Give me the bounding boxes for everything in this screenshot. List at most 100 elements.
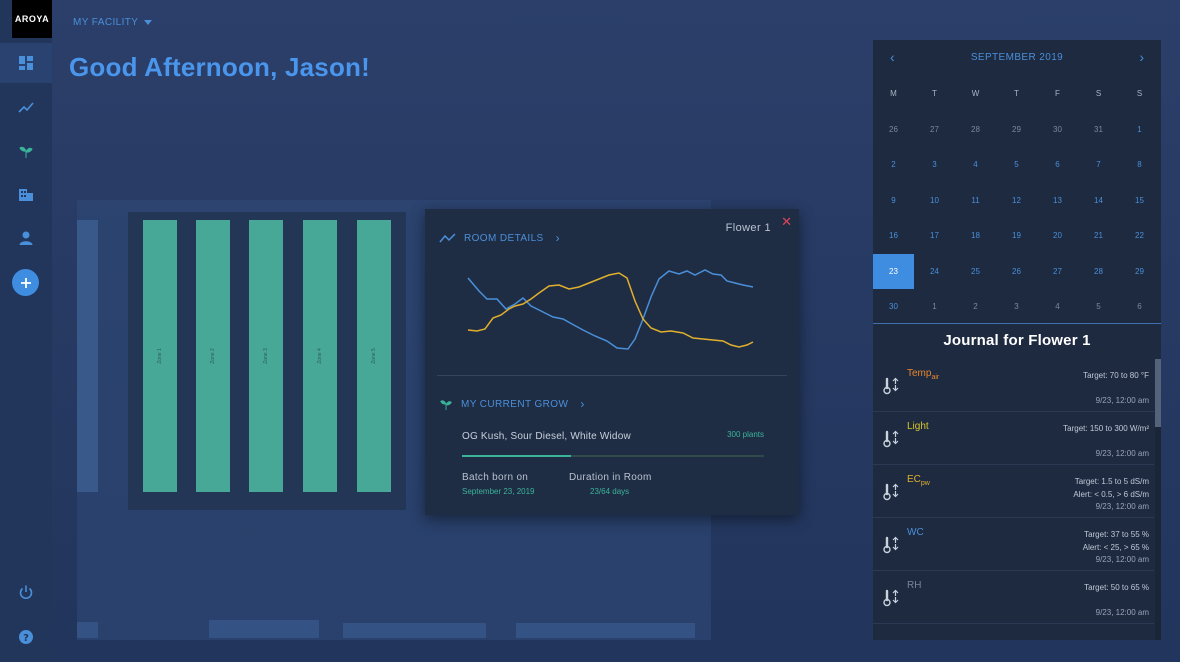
journal-metric-name: RH — [907, 580, 922, 591]
calendar-day[interactable]: 7 — [1096, 160, 1101, 169]
current-grow-link[interactable]: MY CURRENT GROW › — [439, 397, 585, 411]
journal-timestamp: 9/23, 12:00 am — [1095, 396, 1149, 405]
calendar-day[interactable]: 30 — [1053, 124, 1062, 134]
greeting: Good Afternoon, Jason! — [69, 52, 370, 82]
journal-entry[interactable]: ECpw Target: 1.5 to 5 dS/m Alert: < 0.5, >… — [873, 465, 1154, 518]
journal-metric-name: Tempair — [907, 368, 940, 381]
zone-2[interactable]: Zone 2 — [196, 220, 230, 492]
plus-icon — [20, 277, 31, 288]
duration-value: 23/64 days — [590, 487, 630, 496]
calendar-day[interactable]: 4 — [1055, 302, 1060, 311]
calendar-header: ‹ SEPTEMBER 2019 › — [873, 40, 1161, 74]
calendar-day[interactable]: 15 — [1135, 195, 1144, 205]
calendar-day[interactable]: 5 — [1096, 302, 1101, 311]
calendar-day[interactable]: 27 — [930, 124, 939, 134]
thermometer-icon — [883, 377, 899, 395]
trend-chart-icon — [439, 233, 456, 243]
room-name: Flower 1 — [725, 222, 771, 234]
zone-label: Zone 1 — [157, 348, 163, 364]
calendar-day[interactable]: 4 — [973, 160, 978, 169]
weekday-header: T — [932, 89, 937, 98]
journal-entry[interactable]: Tempair Target: 70 to 80 °F 9/23, 12:00 am — [873, 359, 1154, 412]
calendar-day[interactable]: 20 — [1053, 231, 1062, 240]
calendar-day[interactable]: 11 — [971, 195, 980, 205]
calendar-day[interactable]: 22 — [1135, 231, 1144, 240]
calendar-day[interactable]: 29 — [1135, 266, 1144, 276]
calendar-day[interactable]: 1 — [932, 302, 937, 311]
journal-target: Target: 37 to 55 % Alert: < 25, > 65 % — [1082, 530, 1149, 552]
zone-3[interactable]: Zone 3 — [249, 220, 283, 492]
map-room-block[interactable] — [77, 622, 98, 638]
room-details-link[interactable]: ROOM DETAILS › — [439, 231, 560, 245]
weekday-header: M — [890, 89, 897, 98]
calendar-day[interactable]: 14 — [1094, 195, 1103, 205]
calendar-day-selected[interactable]: 23 — [873, 253, 914, 289]
calendar-day[interactable]: 12 — [1012, 195, 1021, 205]
help-button[interactable]: ? — [0, 617, 52, 657]
calendar-day[interactable]: 21 — [1094, 231, 1103, 240]
map-room-strip[interactable] — [77, 220, 98, 492]
calendar-day[interactable]: 27 — [1053, 266, 1062, 276]
calendar-day[interactable]: 6 — [1055, 160, 1060, 169]
thermometer-icon — [883, 589, 899, 607]
journal-target: Target: 50 to 65 % — [1084, 583, 1149, 592]
add-button[interactable] — [12, 269, 39, 296]
calendar-day[interactable]: 18 — [971, 231, 980, 240]
calendar-day[interactable]: 31 — [1094, 124, 1103, 134]
journal-entry[interactable]: WC Target: 37 to 55 % Alert: < 25, > 65 % 9… — [873, 518, 1154, 571]
next-month-button[interactable]: › — [1139, 49, 1144, 65]
journal-entry[interactable]: Light Target: 150 to 300 W/m² 9/23, 12:00 … — [873, 412, 1154, 465]
sidebar: AROYA ? — [0, 0, 52, 662]
map-room-block[interactable] — [343, 623, 486, 638]
calendar-day[interactable]: 3 — [932, 160, 937, 169]
nav-analytics[interactable] — [0, 87, 52, 127]
calendar-day[interactable]: 2 — [973, 302, 978, 311]
duration-label: Duration in Room — [569, 472, 652, 483]
nav-plants[interactable] — [0, 131, 52, 171]
journal-metric-name: Light — [907, 421, 929, 432]
journal-divider — [873, 323, 1161, 324]
weekday-header: F — [1055, 89, 1060, 98]
calendar-day[interactable]: 16 — [889, 231, 898, 240]
grow-progress-fill — [462, 455, 571, 457]
calendar-day[interactable]: 29 — [1012, 124, 1021, 134]
scroll-thumb[interactable] — [1155, 359, 1161, 427]
zone-1[interactable]: Zone 1 — [143, 220, 177, 492]
nav-dashboard[interactable] — [0, 43, 52, 83]
calendar-day[interactable]: 8 — [1137, 160, 1142, 169]
calendar-day[interactable]: 24 — [930, 266, 939, 276]
facility-selector[interactable]: MY FACILITY — [73, 17, 153, 28]
popup-divider — [437, 375, 787, 376]
nav-users[interactable] — [0, 218, 52, 258]
calendar-day[interactable]: 17 — [930, 231, 939, 240]
journal-entry[interactable]: RH Target: 50 to 65 % 9/23, 12:00 am — [873, 571, 1154, 624]
calendar-day[interactable]: 5 — [1014, 160, 1019, 169]
map-room-block[interactable] — [209, 620, 319, 638]
close-button[interactable]: ✕ — [781, 214, 792, 229]
calendar-day[interactable]: 13 — [1053, 195, 1062, 205]
calendar-day[interactable]: 26 — [1012, 266, 1021, 276]
calendar-day[interactable]: 30 — [889, 302, 898, 311]
calendar-day[interactable]: 6 — [1137, 302, 1142, 311]
calendar-day[interactable]: 9 — [891, 195, 896, 205]
zone-5[interactable]: Zone 5 — [357, 220, 391, 492]
room-details-popup: ✕ Flower 1 ROOM DETAILS › MY CURRENT GRO… — [425, 209, 799, 515]
calendar-day[interactable]: 3 — [1014, 302, 1019, 311]
map-room-block[interactable] — [516, 623, 695, 638]
room-details-label: ROOM DETAILS — [464, 232, 544, 244]
zone-4[interactable]: Zone 4 — [303, 220, 337, 492]
journal-scrollbar[interactable] — [1155, 359, 1161, 640]
batch-born-value: September 23, 2019 — [462, 487, 535, 496]
power-button[interactable] — [0, 572, 52, 612]
calendar-day[interactable]: 1 — [1137, 124, 1142, 134]
prev-month-button[interactable]: ‹ — [890, 49, 895, 65]
calendar-day[interactable]: 19 — [1012, 231, 1021, 240]
nav-facility[interactable] — [0, 174, 52, 214]
calendar-day[interactable]: 26 — [889, 124, 898, 134]
calendar-day[interactable]: 10 — [930, 195, 939, 205]
calendar-day[interactable]: 28 — [971, 124, 980, 134]
calendar-day[interactable]: 28 — [1094, 266, 1103, 276]
calendar-day[interactable]: 25 — [971, 266, 980, 276]
current-grow-label: MY CURRENT GROW — [461, 398, 569, 410]
calendar-day[interactable]: 2 — [891, 160, 896, 169]
